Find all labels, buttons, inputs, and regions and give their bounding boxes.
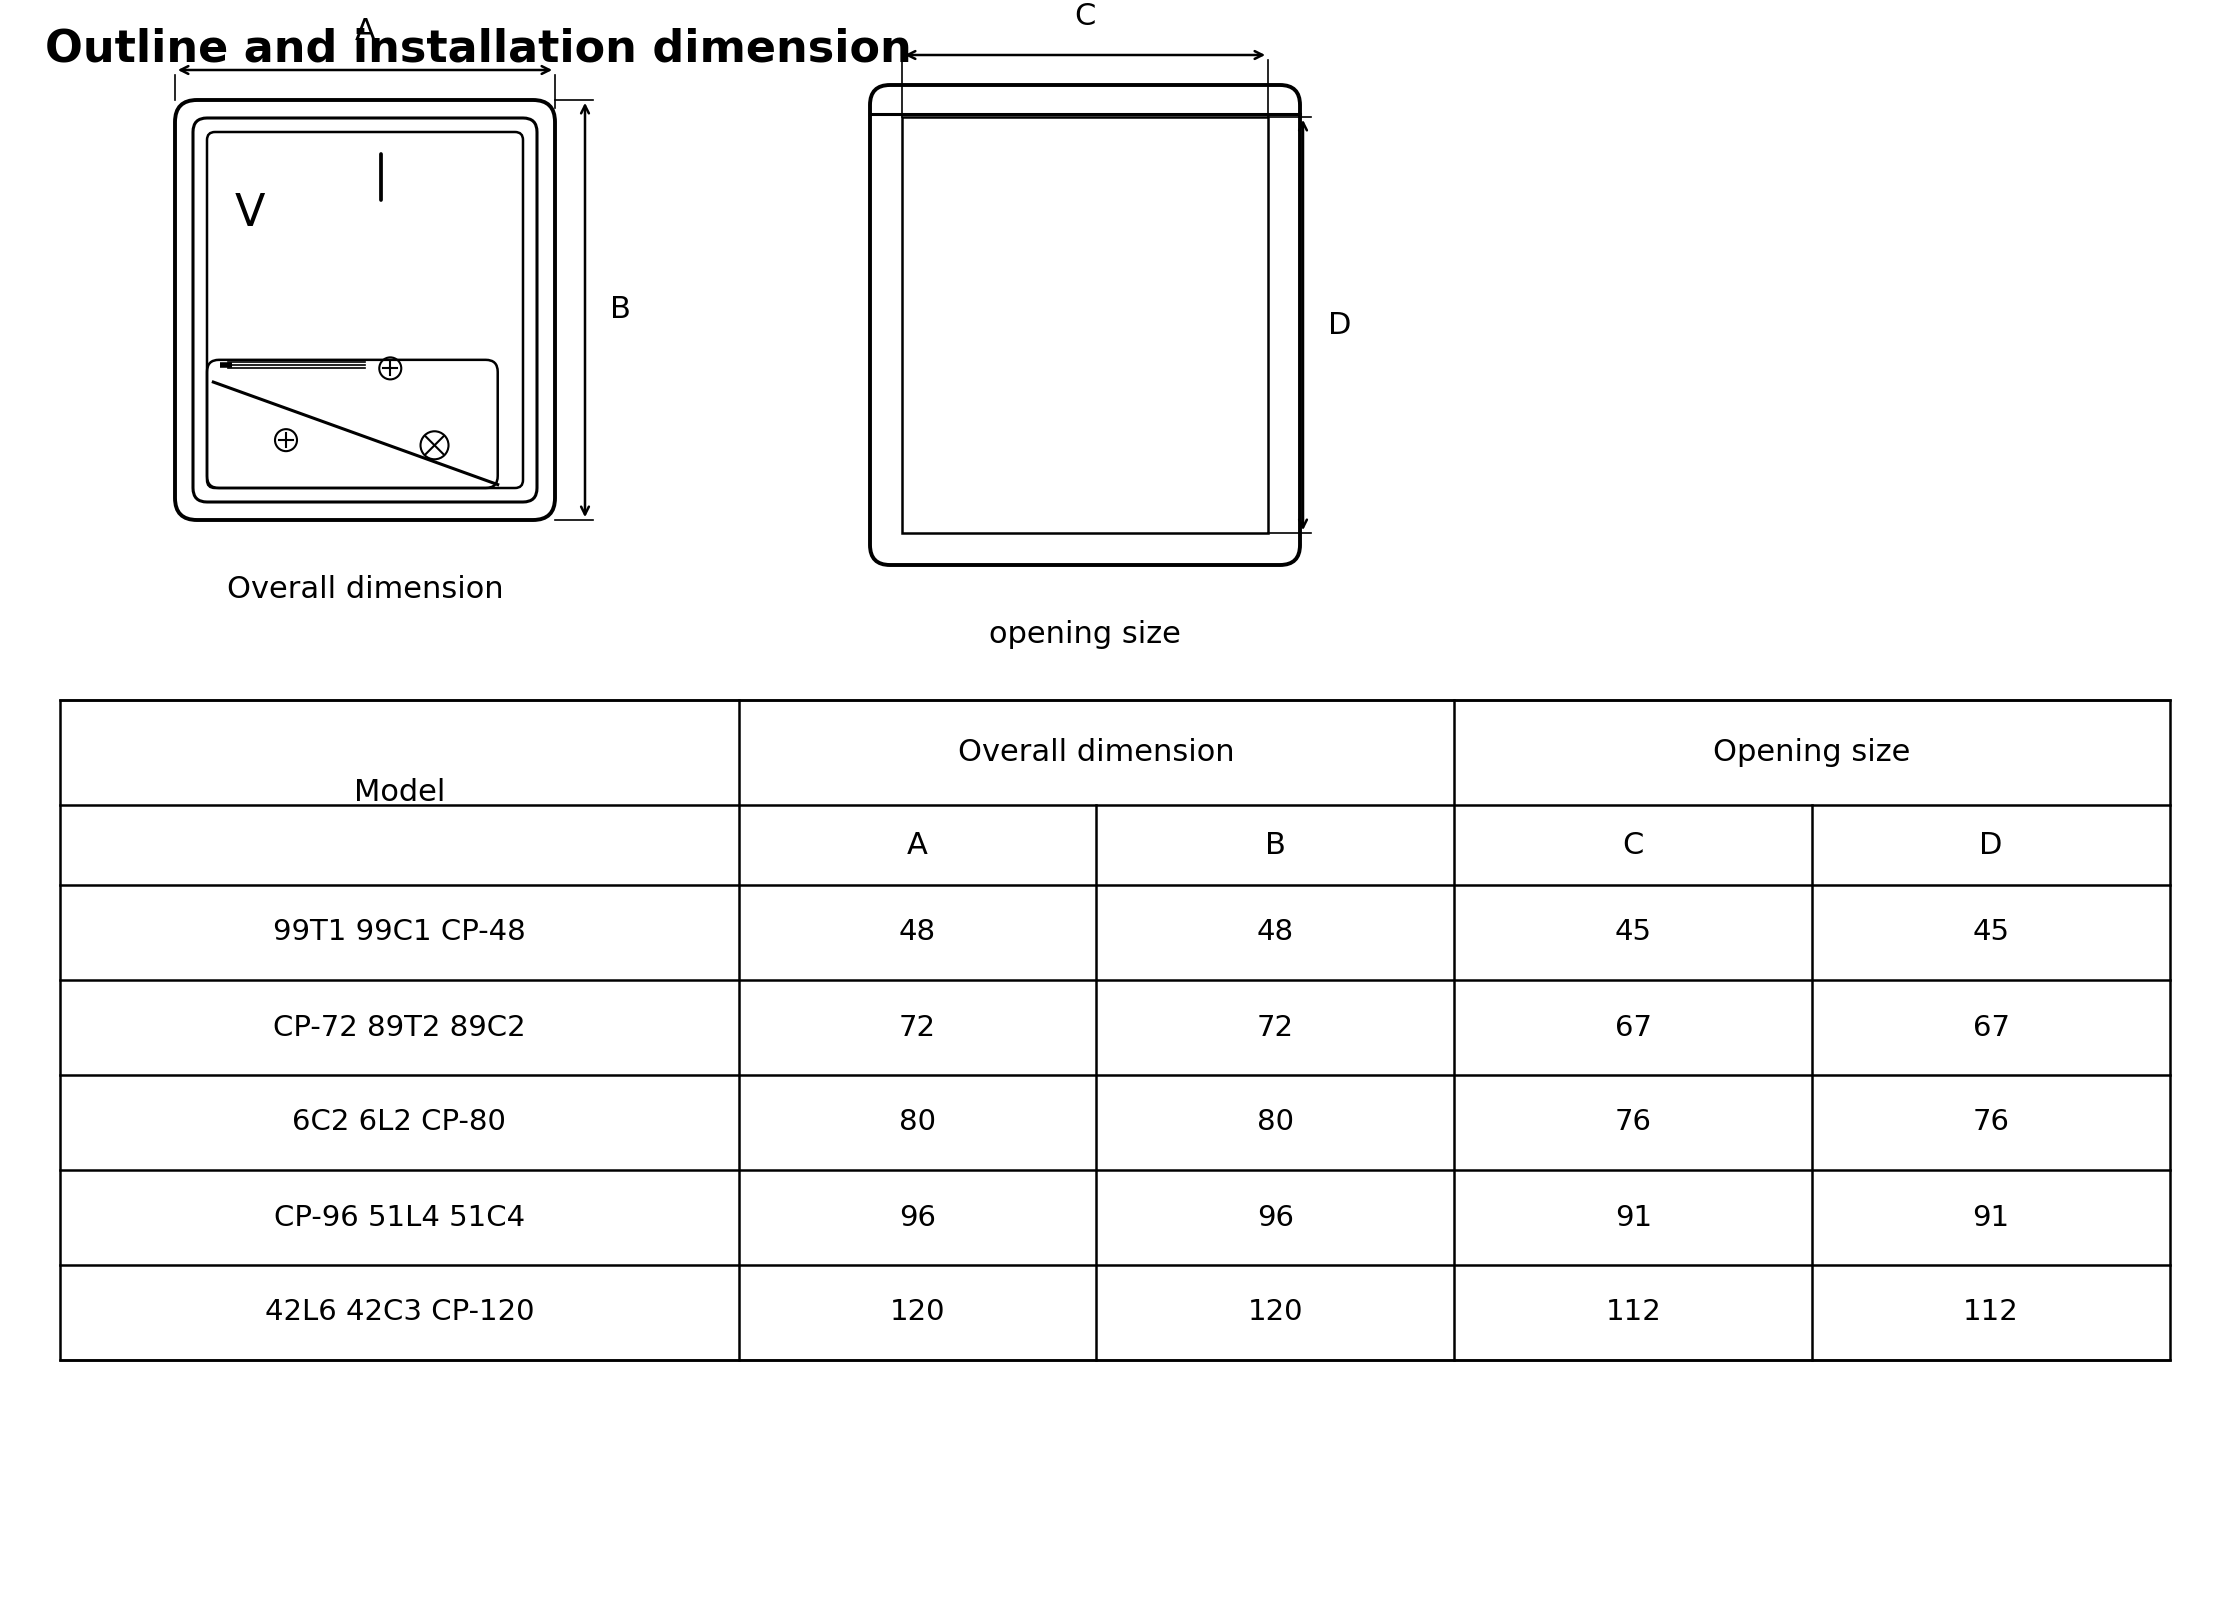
Text: 48: 48	[900, 919, 935, 946]
Text: opening size: opening size	[989, 620, 1180, 649]
Text: Overall dimension: Overall dimension	[227, 575, 503, 604]
Text: Model: Model	[354, 777, 445, 807]
Text: V: V	[236, 192, 265, 235]
Text: D: D	[1327, 310, 1352, 339]
Text: Outline and installation dimension: Outline and installation dimension	[45, 28, 911, 71]
Bar	[902, 117, 1267, 532]
Text: 91: 91	[1973, 1204, 2009, 1232]
Text: B: B	[610, 295, 630, 325]
Text: B: B	[1265, 831, 1285, 860]
Text: 72: 72	[900, 1013, 935, 1042]
Text: 76: 76	[1615, 1109, 1652, 1136]
Text: 48: 48	[1256, 919, 1294, 946]
Text: C: C	[1073, 2, 1096, 31]
Text: 76: 76	[1973, 1109, 2009, 1136]
Text: 120: 120	[891, 1298, 944, 1326]
Text: 120: 120	[1247, 1298, 1303, 1326]
Text: 99T1 99C1 CP-48: 99T1 99C1 CP-48	[274, 919, 526, 946]
Text: CP-72 89T2 89C2: CP-72 89T2 89C2	[274, 1013, 526, 1042]
Text: A: A	[354, 16, 376, 45]
Text: D: D	[1980, 831, 2002, 860]
Bar	[60, 700, 2169, 1360]
Text: 96: 96	[900, 1204, 935, 1232]
Text: Overall dimension: Overall dimension	[958, 738, 1234, 768]
Text: 112: 112	[1606, 1298, 1661, 1326]
Text: 112: 112	[1964, 1298, 2020, 1326]
Text: CP-96 51L4 51C4: CP-96 51L4 51C4	[274, 1204, 526, 1232]
Text: 91: 91	[1615, 1204, 1652, 1232]
Text: 42L6 42C3 CP-120: 42L6 42C3 CP-120	[265, 1298, 534, 1326]
Text: 67: 67	[1615, 1013, 1652, 1042]
Text: 80: 80	[900, 1109, 935, 1136]
Text: 6C2 6L2 CP-80: 6C2 6L2 CP-80	[292, 1109, 506, 1136]
Text: 80: 80	[1256, 1109, 1294, 1136]
Text: A: A	[906, 831, 929, 860]
Text: 67: 67	[1973, 1013, 2009, 1042]
Text: C: C	[1623, 831, 1644, 860]
Text: 45: 45	[1615, 919, 1652, 946]
Text: Opening size: Opening size	[1713, 738, 1911, 768]
Text: 72: 72	[1256, 1013, 1294, 1042]
Text: 45: 45	[1973, 919, 2009, 946]
Text: 96: 96	[1256, 1204, 1294, 1232]
